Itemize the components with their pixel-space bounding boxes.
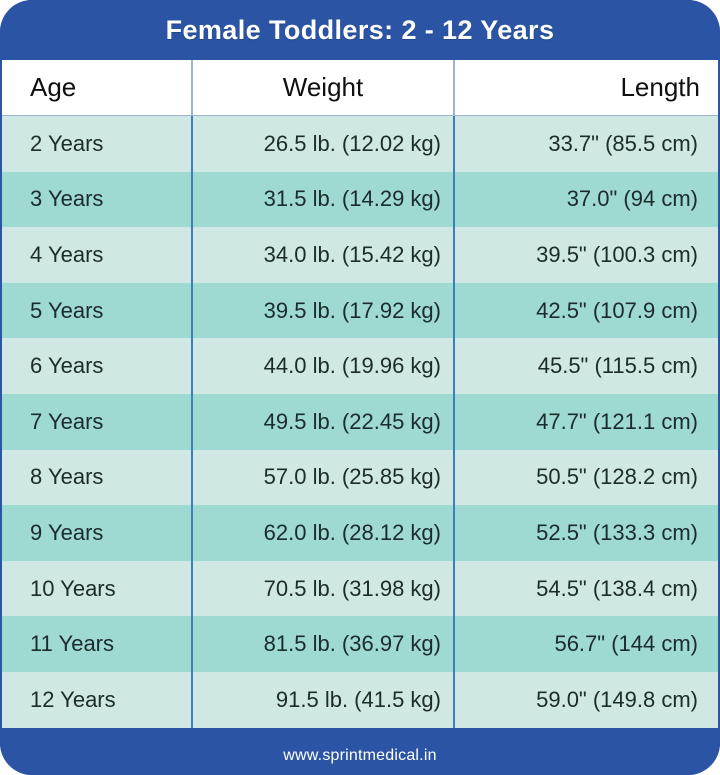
cell-length: 42.5" (107.9 cm) — [536, 297, 698, 323]
cell-age: 4 Years — [2, 227, 193, 283]
cell-weight: 31.5 lb. (14.29 kg) — [193, 171, 455, 228]
cell-weight: 44.0 lb. (19.96 kg) — [193, 338, 455, 394]
cell-weight: 49.5 lb. (22.45 kg) — [193, 393, 455, 450]
cell-age: 2 Years — [2, 116, 193, 172]
title-bar: Female Toddlers: 2 - 12 Years — [0, 0, 720, 60]
cell-age: 5 Years — [2, 282, 193, 339]
table-row: 5 Years 39.5 lb. (17.92 kg) 42.5" (107.9… — [2, 282, 718, 339]
table-header-row: Age Weight Length — [2, 60, 718, 116]
table-row: 11 Years 81.5 lb. (36.97 kg) 56.7" (144 … — [2, 616, 718, 672]
cell-weight: 39.5 lb. (17.92 kg) — [193, 282, 455, 339]
cell-length: 39.5" (100.3 cm) — [536, 241, 698, 267]
cell-length: 52.5" (133.3 cm) — [536, 519, 698, 545]
cell-age: 6 Years — [2, 338, 193, 394]
table-row: 9 Years 62.0 lb. (28.12 kg) 52.5" (133.3… — [2, 505, 718, 561]
column-header-length: Length — [620, 72, 700, 102]
table-row: 2 Years 26.5 lb. (12.02 kg) 33.7" (85.5 … — [2, 116, 718, 172]
cell-weight: 81.5 lb. (36.97 kg) — [193, 616, 455, 672]
table-row: 4 Years 34.0 lb. (15.42 kg) 39.5" (100.3… — [2, 227, 718, 283]
column-header-age: Age — [2, 60, 193, 115]
cell-length: 47.7" (121.1 cm) — [536, 408, 698, 434]
cell-length: 54.5" (138.4 cm) — [536, 575, 698, 601]
page-title: Female Toddlers: 2 - 12 Years — [165, 14, 555, 45]
cell-weight: 62.0 lb. (28.12 kg) — [193, 505, 455, 561]
table-row: 12 Years 91.5 lb. (41.5 kg) 59.0" (149.8… — [2, 671, 718, 728]
cell-age: 8 Years — [2, 449, 193, 506]
cell-weight: 26.5 lb. (12.02 kg) — [193, 116, 455, 172]
cell-weight: 34.0 lb. (15.42 kg) — [193, 227, 455, 283]
cell-length: 59.0" (149.8 cm) — [536, 686, 698, 712]
cell-age: 9 Years — [2, 505, 193, 561]
cell-length: 37.0" (94 cm) — [566, 186, 698, 212]
footer-bar: www.sprintmedical.in — [0, 727, 720, 775]
table-row: 6 Years 44.0 lb. (19.96 kg) 45.5" (115.5… — [2, 338, 718, 394]
cell-length: 56.7" (144 cm) — [554, 631, 698, 657]
cell-weight: 91.5 lb. (41.5 kg) — [193, 671, 455, 728]
cell-length: 45.5" (115.5 cm) — [537, 353, 698, 379]
table-row: 10 Years 70.5 lb. (31.98 kg) 54.5" (138.… — [2, 560, 718, 617]
growth-table: Age Weight Length 2 Years 26.5 lb. (12.0… — [0, 60, 720, 728]
cell-weight: 70.5 lb. (31.98 kg) — [193, 560, 455, 617]
table-row: 7 Years 49.5 lb. (22.45 kg) 47.7" (121.1… — [2, 393, 718, 450]
table-row: 3 Years 31.5 lb. (14.29 kg) 37.0" (94 cm… — [2, 171, 718, 228]
cell-age: 12 Years — [2, 671, 193, 728]
cell-age: 7 Years — [2, 393, 193, 450]
cell-age: 11 Years — [2, 616, 193, 672]
column-header-weight: Weight — [193, 60, 455, 115]
footer-website-url: www.sprintmedical.in — [283, 747, 437, 765]
cell-length: 33.7" (85.5 cm) — [548, 130, 698, 156]
table-row: 8 Years 57.0 lb. (25.85 kg) 50.5" (128.2… — [2, 449, 718, 506]
cell-age: 3 Years — [2, 171, 193, 228]
cell-length: 50.5" (128.2 cm) — [536, 464, 698, 490]
cell-weight: 57.0 lb. (25.85 kg) — [193, 449, 455, 506]
cell-age: 10 Years — [2, 560, 193, 617]
